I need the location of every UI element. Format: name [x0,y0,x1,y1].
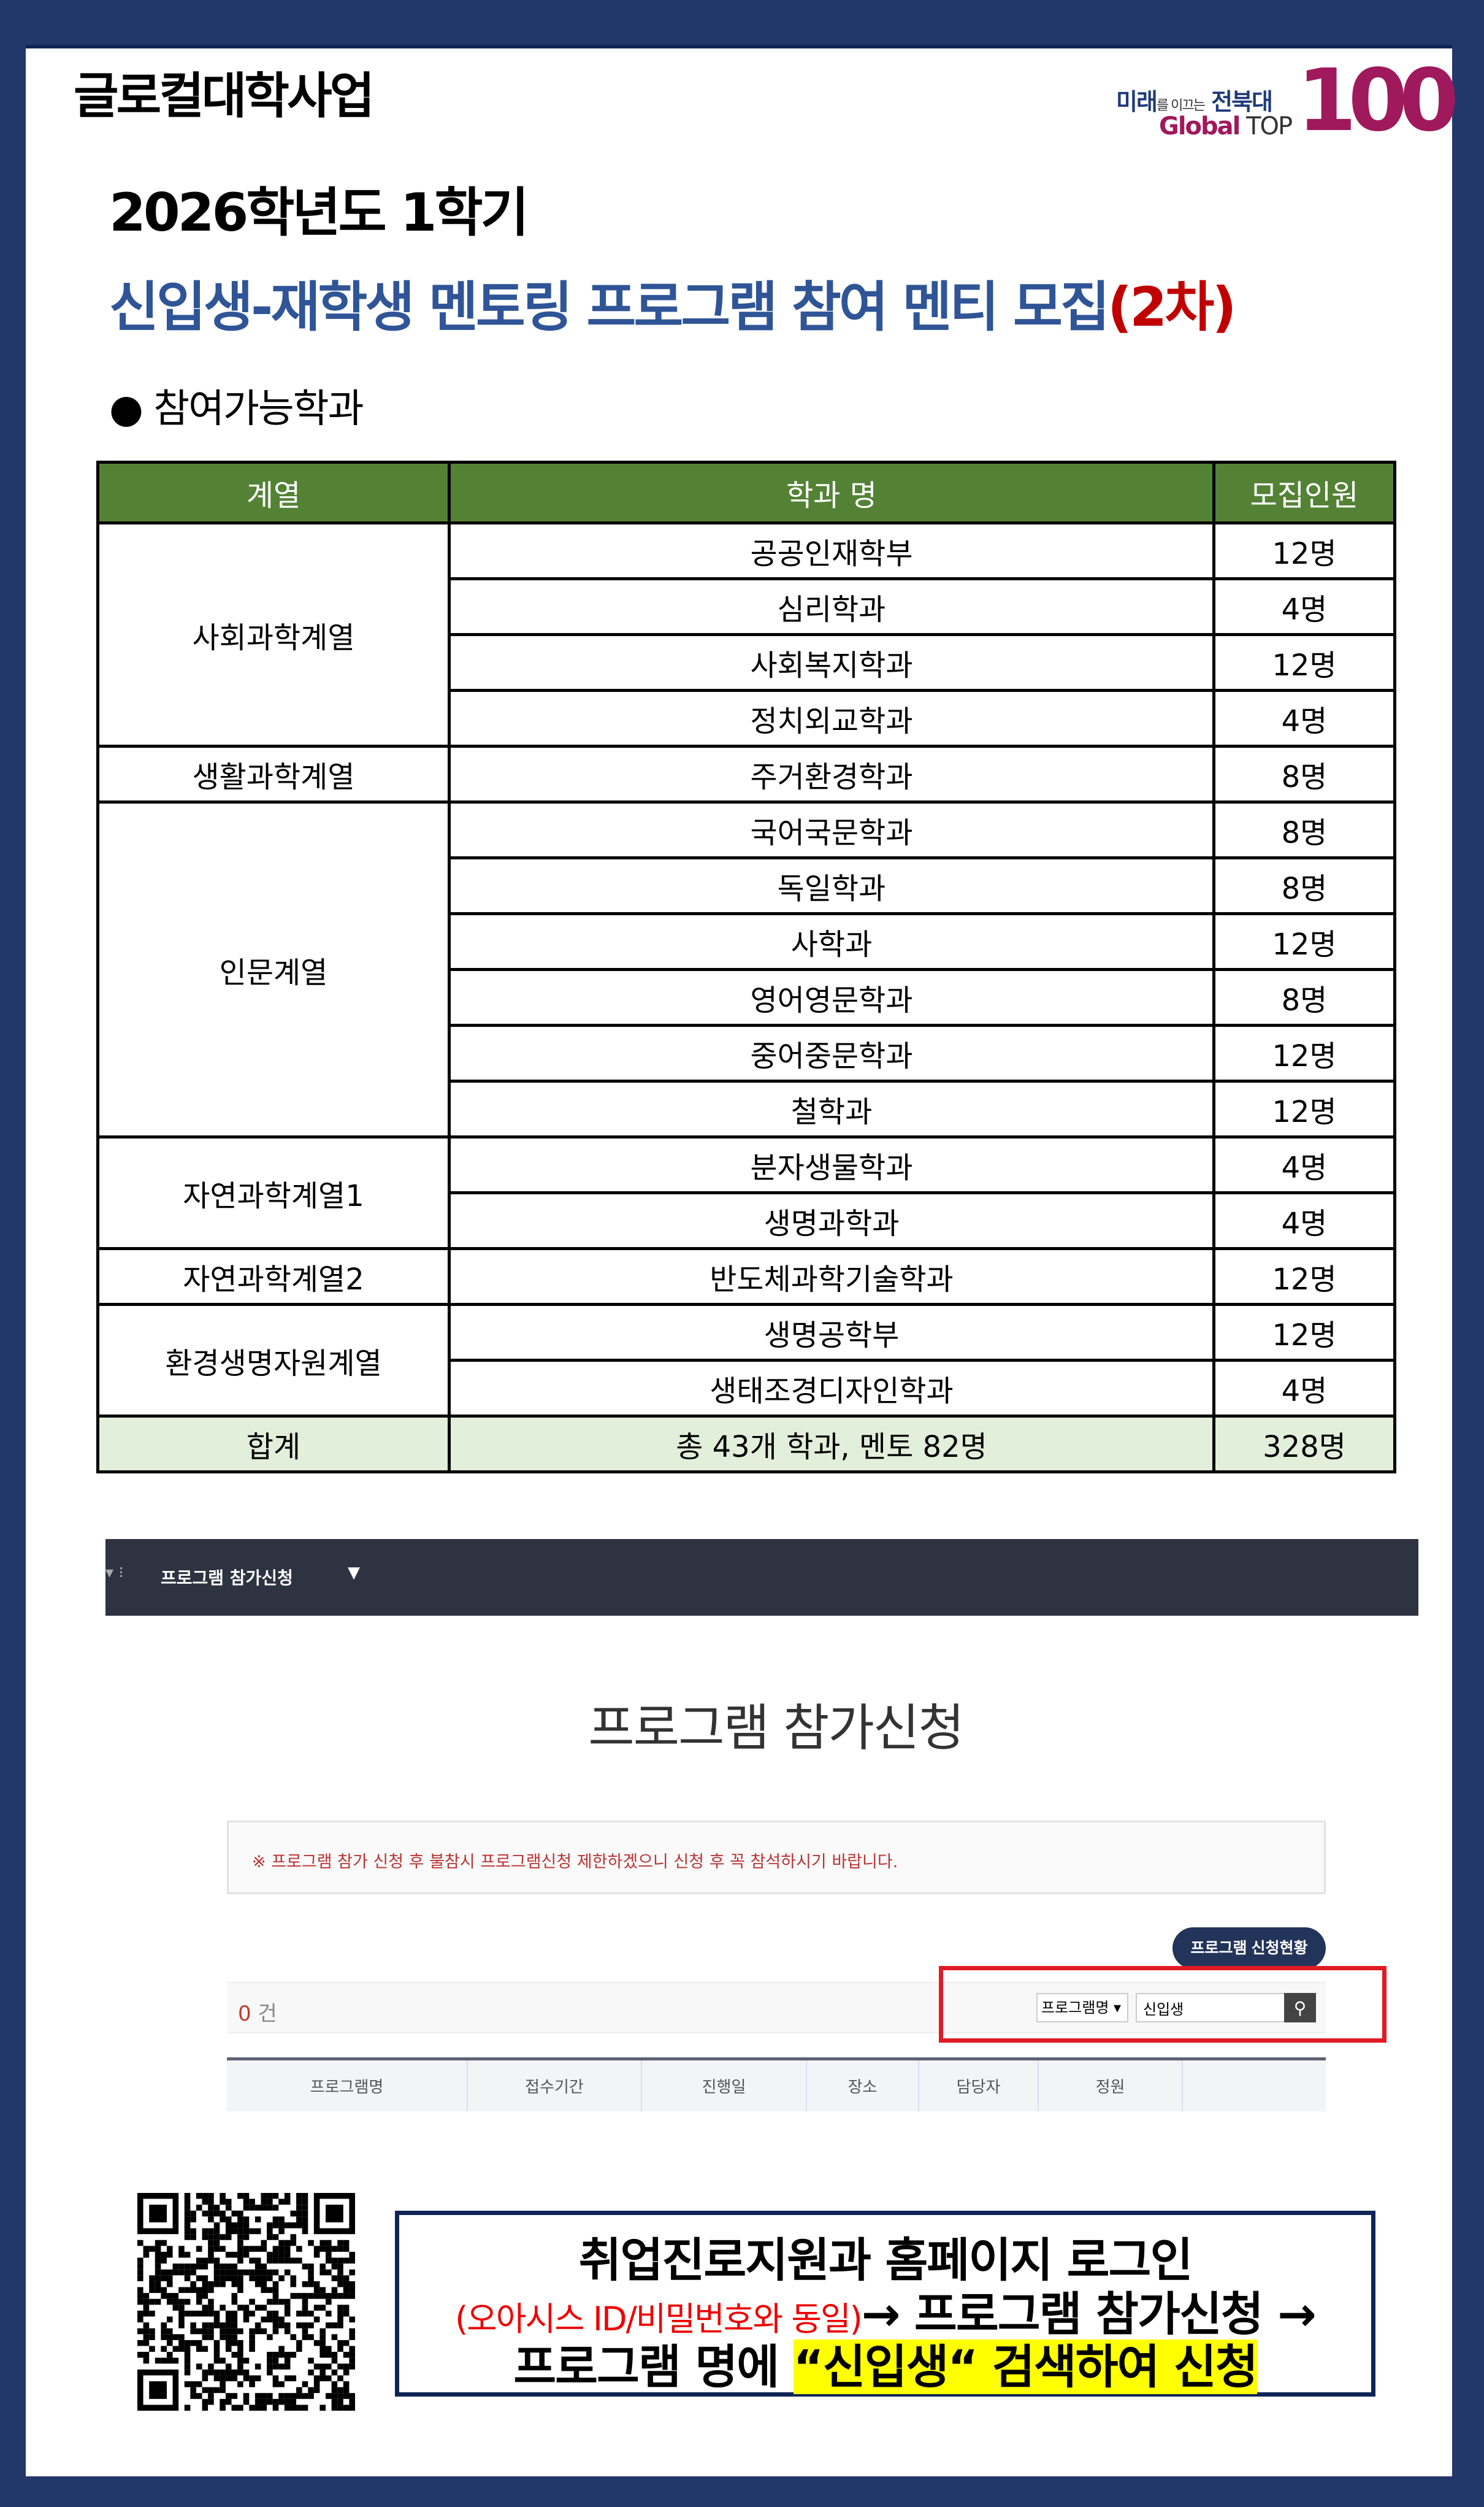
search-input[interactable] [1136,1993,1286,2022]
dept-cell: 사학과 [448,912,1215,971]
quota-cell: 8명 [1212,856,1396,915]
table-row: 자연과학계열1 분자생물학과 4명 [96,1135,1396,1250]
table-row: 중어중문학과 12명 [98,1024,1396,1083]
dept-cell: 정치외교학과 [448,689,1215,748]
dept-cell: 생명과학과 [448,1191,1215,1250]
table-row: 생명과학과 4명 [98,1191,1396,1250]
dept-cell: 독일학과 [448,856,1215,915]
nav-dropdown-icon[interactable]: ▾ ⁝ [105,1564,124,1582]
search-icon[interactable]: ⚲ [1284,1993,1316,2022]
instruction-line-2: (오아시스 ID/비밀번호와 동일)→ 프로그램 참가신청 → [455,2287,1317,2341]
total-cell: 328명 [1212,1415,1396,1473]
table-row: 사회과학계열 공공인재학부 12명 [96,521,1396,748]
dept-cell: 생명공학부 [448,1303,1215,1362]
table-row: 사회복지학과 12명 [98,633,1396,692]
quota-cell: 12명 [1212,1303,1396,1362]
quota-cell: 8명 [1212,745,1396,804]
table-row: 인문계열 국어국문학과 8명 [96,800,1396,1138]
term-label: 2026학년도 1학기 [109,182,529,244]
result-count: 0 건 [238,2002,277,2026]
col-header: 담당자 [919,2060,1039,2111]
table-row: 사학과 12명 [98,912,1396,971]
quota-cell: 4명 [1212,1359,1396,1418]
notice-box: ※ 프로그램 참가 신청 후 불참시 프로그램신청 제한하겠으니 신청 후 꼭 … [227,1821,1326,1894]
col-header: 프로그램명 [227,2060,468,2111]
dept-cell: 분자생물학과 [448,1135,1215,1194]
site-nav-bar: ▾ ⁝ 프로그램 참가신청 ▼ [105,1539,1418,1616]
table-row: 독일학과 8명 [98,856,1396,915]
quota-cell: 4명 [1212,577,1396,636]
page-title: 프로그램 참가신청 [588,1699,965,1757]
dept-cell: 심리학과 [448,577,1215,636]
application-status-button[interactable]: 프로그램 신청현황 [1172,1927,1326,1969]
total-row: 합계 총 43개 학과, 멘토 82명 328명 [96,1415,1396,1473]
field-cell: 자연과학계열2 [96,1247,451,1306]
chevron-down-icon[interactable]: ▼ [348,1564,360,1582]
field-cell: 사회과학계열 [96,521,451,748]
dept-cell: 영어영문학과 [448,968,1215,1027]
col-header: 접수기간 [468,2060,642,2111]
quota-cell: 8명 [1212,968,1396,1027]
quota-cell: 12명 [1212,1024,1396,1083]
university-logo: 미래를 이끄는 전북대 Global TOP 100 [1116,51,1459,151]
quota-cell: 12명 [1212,912,1396,971]
quota-cell: 12명 [1212,1247,1396,1306]
instruction-box: 취업진로지원과 홈페이지 로그인 (오아시스 ID/비밀번호와 동일)→ 프로그… [395,2211,1375,2397]
table-row: 철학과 12명 [98,1080,1396,1138]
dept-cell: 반도체과학기술학과 [448,1247,1215,1306]
quota-cell: 4명 [1212,1191,1396,1250]
field-cell: 인문계열 [96,800,451,1138]
section-title: ● 참여가능학과 [109,386,364,432]
col-header [1183,2060,1326,2111]
table-row: 심리학과 4명 [98,577,1396,636]
dept-cell: 주거환경학과 [448,745,1215,804]
table-row: 정치외교학과 4명 [98,689,1396,748]
dept-cell: 공공인재학부 [448,521,1215,580]
brand-title: 글로컬대학사업 [74,67,375,125]
dept-cell: 국어국문학과 [448,800,1215,859]
table-row: 환경생명자원계열 생명공학부 12명 [96,1303,1396,1418]
quota-cell: 12명 [1212,521,1396,580]
table-row: 생태조경디자인학과 4명 [98,1359,1396,1418]
instruction-line-3: 프로그램 명에 “신입생“ 검색하여 신청 [513,2340,1258,2394]
field-cell: 생활과학계열 [96,745,451,804]
field-cell: 자연과학계열1 [96,1135,451,1250]
table-row: 영어영문학과 8명 [98,968,1396,1027]
quota-cell: 12명 [1212,633,1396,692]
quota-cell: 12명 [1212,1080,1396,1138]
col-header: 모집인원 [1212,461,1396,524]
table-row: 자연과학계열2 반도체과학기술학과 12명 [96,1247,1396,1306]
quota-cell: 8명 [1212,800,1396,859]
instruction-line-1: 취업진로지원과 홈페이지 로그인 [578,2233,1193,2287]
total-cell: 총 43개 학과, 멘토 82명 [448,1415,1215,1473]
field-cell: 환경생명자원계열 [96,1303,451,1418]
col-header: 정원 [1039,2060,1183,2111]
program-table-header: 프로그램명 접수기간 진행일 장소 담당자 정원 [227,2057,1326,2111]
quota-cell: 4명 [1212,689,1396,748]
col-header: 계열 [96,461,451,524]
col-header: 장소 [807,2060,919,2111]
dept-cell: 중어중문학과 [448,1024,1215,1083]
nav-breadcrumb[interactable]: 프로그램 참가신청 [161,1568,293,1588]
dept-cell: 철학과 [448,1080,1215,1138]
total-cell: 합계 [96,1415,451,1473]
table-row: 생활과학계열 주거환경학과 8명 [96,745,1396,804]
highlight-box [939,1966,1386,2043]
col-header: 진행일 [642,2060,807,2111]
headline: 신입생-재학생 멘토링 프로그램 참여 멘티 모집(2차) [109,275,1237,339]
quota-cell: 4명 [1212,1135,1396,1194]
department-table: 계열 학과 명 모집인원 사회과학계열 공공인재학부 12명 심리학과 4명 사회복지학과… [96,461,1396,1473]
dept-cell: 사회복지학과 [448,633,1215,692]
dept-cell: 생태조경디자인학과 [448,1359,1215,1418]
qr-code[interactable] [137,2188,355,2416]
search-field-select[interactable]: 프로그램명 ▾ [1036,1993,1128,2022]
col-header: 학과 명 [448,461,1215,524]
